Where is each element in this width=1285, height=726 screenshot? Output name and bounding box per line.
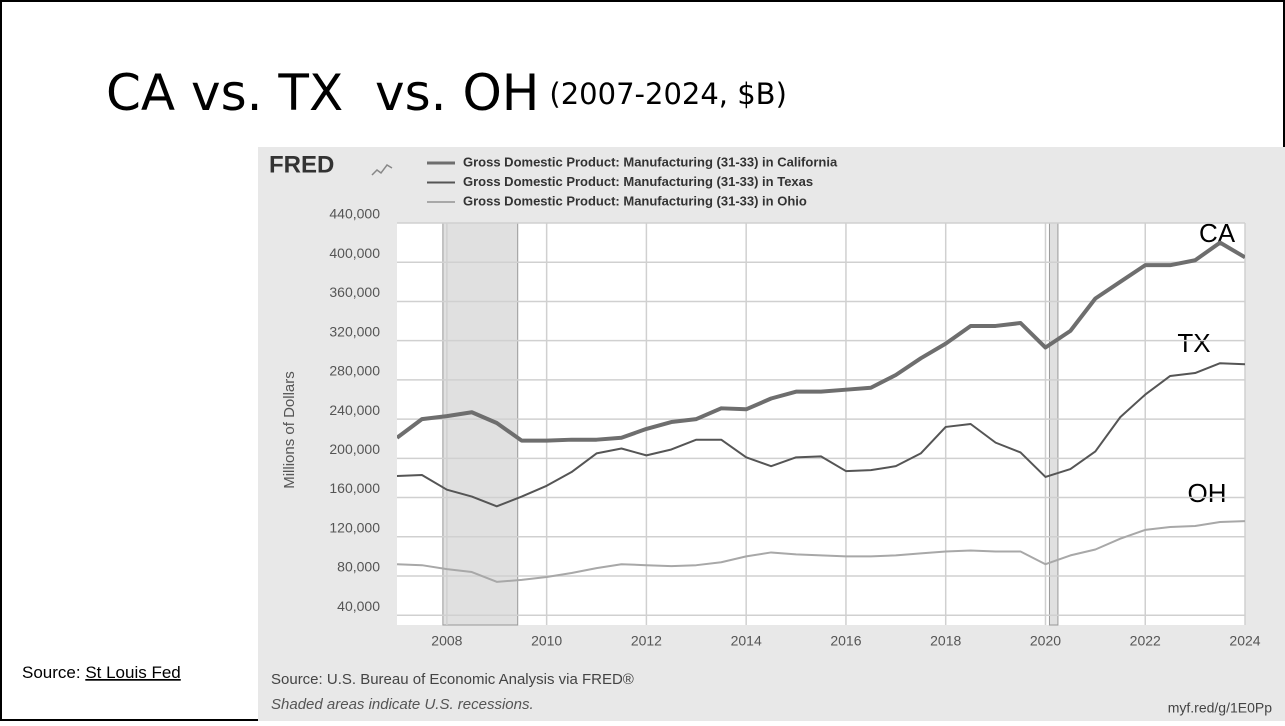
y-tick-label: 240,000: [329, 402, 380, 418]
x-tick-label: 2008: [431, 633, 462, 649]
y-tick-label: 280,000: [329, 363, 380, 379]
source-label: Source: St Louis Fed: [22, 663, 181, 682]
fred-logo: FRED: [269, 151, 334, 178]
annotation: OH: [1188, 478, 1227, 508]
x-tick-label: 2012: [631, 633, 662, 649]
x-tick-label: 2010: [531, 633, 562, 649]
legend-label: Gross Domestic Product: Manufacturing (3…: [463, 174, 813, 189]
title-note: (2007-2024, $B): [549, 77, 786, 111]
x-tick-label: 2022: [1130, 633, 1161, 649]
y-axis-label: Millions of Dollars: [281, 371, 298, 489]
y-tick-label: 120,000: [329, 519, 380, 535]
x-tick-label: 2014: [731, 633, 762, 649]
legend-label: Gross Domestic Product: Manufacturing (3…: [463, 193, 807, 208]
series-line: [397, 520, 1245, 583]
x-tick-label: 2016: [830, 633, 861, 649]
y-tick-label: 160,000: [329, 480, 380, 496]
series-line: [397, 362, 1245, 508]
source-prefix: Source:: [22, 663, 85, 682]
slide-title: CA vs. TX vs. OH (2007-2024, $B): [106, 64, 787, 122]
fred-logo-icon: [371, 164, 393, 176]
x-tick-label: 2018: [930, 633, 961, 649]
plot-area: [397, 223, 1245, 625]
y-tick-label: 320,000: [329, 323, 380, 339]
chart-note: Shaded areas indicate U.S. recessions.: [271, 696, 534, 713]
y-tick-label: 360,000: [329, 284, 380, 300]
legend-label: Gross Domestic Product: Manufacturing (3…: [463, 154, 838, 169]
chart-source: Source: U.S. Bureau of Economic Analysis…: [271, 671, 634, 688]
x-tick-label: 2020: [1030, 633, 1061, 649]
chart-link: myf.red/g/1E0Pp: [1168, 700, 1272, 716]
recession-band: [1048, 222, 1059, 626]
y-tick-label: 40,000: [337, 598, 380, 614]
annotation: TX: [1177, 328, 1210, 358]
recession-band: [442, 222, 519, 626]
y-tick-label: 80,000: [337, 559, 380, 575]
y-tick-label: 400,000: [329, 245, 380, 261]
y-tick-label: 440,000: [329, 206, 380, 222]
title-main: CA vs. TX vs. OH: [106, 64, 539, 122]
source-link[interactable]: St Louis Fed: [85, 663, 180, 682]
series-line: [397, 240, 1245, 443]
y-tick-label: 200,000: [329, 441, 380, 457]
x-tick-label: 2024: [1229, 633, 1260, 649]
